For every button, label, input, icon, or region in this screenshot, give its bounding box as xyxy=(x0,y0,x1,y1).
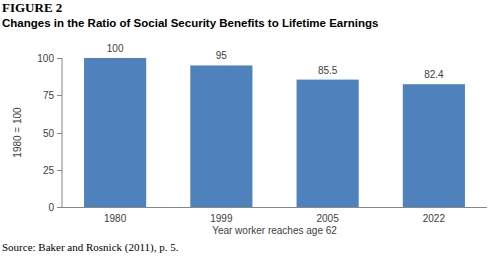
data-label: 82.4 xyxy=(424,69,444,80)
y-tick-label: 0 xyxy=(48,202,54,213)
x-tick-label: 1980 xyxy=(104,213,127,224)
y-tick-label: 50 xyxy=(43,128,55,139)
x-tick-label: 2005 xyxy=(317,213,340,224)
y-tick xyxy=(57,95,62,96)
y-tick-label: 75 xyxy=(43,90,55,101)
chart-container: FIGURE 2 Changes in the Ratio of Social S… xyxy=(0,0,490,256)
chart-svg: FIGURE 2 Changes in the Ratio of Social S… xyxy=(0,0,490,256)
bar xyxy=(190,65,252,207)
x-tick-label: 1999 xyxy=(210,213,233,224)
data-label: 85.5 xyxy=(318,65,338,76)
title: FIGURE 2 xyxy=(2,0,62,15)
y-tick xyxy=(57,133,62,134)
y-tick-label: 25 xyxy=(43,165,55,176)
data-label: 95 xyxy=(216,50,228,61)
y-axis xyxy=(62,58,63,207)
y-axis-label: 1980 = 100 xyxy=(12,107,23,158)
bar xyxy=(84,58,146,207)
subtitle: Changes in the Ratio of Social Security … xyxy=(2,17,378,29)
x-tick-label: 2022 xyxy=(423,213,446,224)
y-tick-label: 100 xyxy=(37,53,54,64)
y-tick xyxy=(57,58,62,59)
x-axis-label: Year worker reaches age 62 xyxy=(212,225,337,236)
source-note: Source: Baker and Rosnick (2011), p. 5. xyxy=(2,241,179,254)
x-axis xyxy=(62,207,487,208)
y-tick xyxy=(57,170,62,171)
bar xyxy=(297,80,359,207)
data-label: 100 xyxy=(107,43,124,54)
bar xyxy=(403,84,465,207)
y-tick xyxy=(57,207,62,208)
bars xyxy=(84,58,465,207)
